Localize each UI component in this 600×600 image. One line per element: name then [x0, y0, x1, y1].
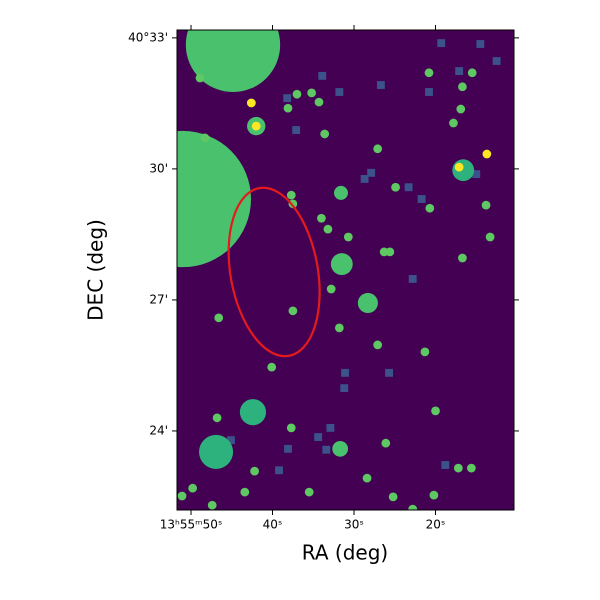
- source: [283, 103, 293, 113]
- source: [373, 144, 383, 154]
- source: [240, 487, 250, 497]
- source: [214, 313, 224, 323]
- source-square: [227, 436, 235, 445]
- source: [307, 88, 317, 98]
- source: [317, 213, 326, 223]
- source: [330, 253, 353, 276]
- source-square: [455, 67, 464, 75]
- source: [456, 104, 466, 114]
- source-square: [367, 168, 376, 177]
- source: [207, 500, 217, 510]
- source: [199, 434, 234, 469]
- source: [177, 491, 187, 501]
- x-tick-label: 40ˢ: [263, 518, 283, 532]
- source: [292, 89, 302, 99]
- y-tick-label: 30': [149, 161, 168, 175]
- source-square: [340, 384, 349, 393]
- source: [357, 292, 378, 314]
- source: [304, 487, 314, 497]
- source: [453, 463, 463, 473]
- source: [381, 438, 391, 448]
- source: [429, 490, 439, 500]
- source: [482, 149, 492, 159]
- source-square: [283, 94, 292, 103]
- source: [333, 185, 348, 200]
- source: [200, 133, 210, 143]
- source-square: [341, 368, 349, 377]
- source: [458, 82, 467, 92]
- source: [467, 68, 477, 78]
- source: [454, 162, 464, 172]
- source-square: [292, 126, 301, 134]
- x-axis-title: RA (deg): [302, 541, 388, 565]
- source-square: [441, 461, 450, 469]
- source: [250, 466, 259, 476]
- source: [449, 118, 458, 128]
- plot-area: [177, 30, 501, 510]
- source: [385, 247, 395, 257]
- source: [391, 182, 400, 192]
- source-square: [322, 445, 331, 454]
- source: [212, 413, 222, 423]
- y-axis-title: DEC (deg): [84, 219, 108, 321]
- source-square: [335, 88, 344, 96]
- source: [267, 362, 277, 372]
- x-tick-label: 20ˢ: [426, 518, 446, 532]
- source-square: [318, 71, 327, 80]
- source: [185, 30, 281, 93]
- x-tick-label: 13ʰ55ᵐ50ˢ: [160, 518, 223, 532]
- source: [425, 203, 435, 213]
- source: [320, 129, 330, 139]
- source: [177, 130, 251, 268]
- source: [431, 406, 440, 416]
- source: [467, 463, 476, 473]
- source: [286, 423, 296, 433]
- region-ellipse: [227, 186, 321, 358]
- source: [485, 232, 495, 242]
- source: [373, 340, 383, 350]
- source-square: [472, 170, 481, 179]
- source: [314, 97, 324, 107]
- source-square: [476, 40, 485, 48]
- source-square: [326, 423, 335, 432]
- source-square: [275, 466, 283, 475]
- y-tick-label: 24': [149, 423, 168, 437]
- source: [332, 440, 349, 457]
- plot-frame: [176, 29, 515, 511]
- source: [452, 159, 475, 182]
- source: [326, 284, 336, 294]
- source: [343, 232, 353, 242]
- source: [458, 253, 467, 263]
- source: [288, 306, 298, 316]
- source: [239, 399, 267, 426]
- source-square: [425, 88, 433, 96]
- source: [388, 492, 398, 502]
- source: [334, 323, 344, 333]
- source-square: [437, 39, 446, 48]
- source: [195, 73, 205, 83]
- x-tick-label: 30ˢ: [344, 518, 364, 532]
- source: [424, 68, 434, 78]
- source-square: [385, 368, 393, 377]
- source-square: [376, 81, 385, 89]
- source: [481, 200, 491, 210]
- source: [420, 347, 430, 357]
- source-square: [284, 444, 292, 453]
- source-square: [492, 57, 501, 65]
- y-tick-label: 27': [149, 292, 168, 306]
- y-tick-label: 40°33': [128, 30, 168, 44]
- source-square: [417, 195, 426, 203]
- source: [246, 98, 256, 108]
- source: [408, 504, 418, 510]
- source: [188, 483, 198, 493]
- source-square: [404, 183, 413, 192]
- source: [251, 121, 261, 131]
- source: [323, 224, 333, 234]
- source-square: [408, 275, 417, 283]
- source-square: [314, 433, 323, 441]
- source: [362, 473, 372, 483]
- source: [286, 190, 296, 200]
- source-square: [360, 175, 369, 183]
